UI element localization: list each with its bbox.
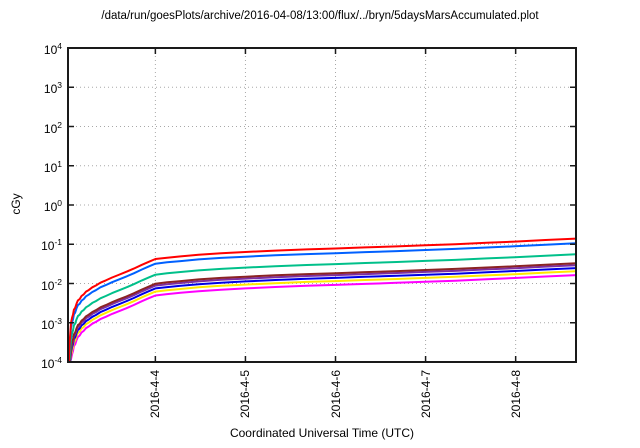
x-tick-label-2016-4-8: 2016-4-8 — [508, 369, 523, 419]
series-line-purple — [67, 264, 577, 362]
x-axis-label: Coordinated Universal Time (UTC) — [229, 426, 415, 440]
series-line-red — [67, 237, 577, 362]
y-tick-label-1e1: 101 — [43, 158, 62, 175]
y-tick-label-1e3: 103 — [43, 80, 62, 97]
x-tick-label-2016-4-6: 2016-4-6 — [328, 369, 343, 419]
chart-title: /data/run/goesPlots/archive/2016-04-08/1… — [101, 10, 539, 22]
x-tick-label-2016-4-4: 2016-4-4 — [148, 369, 163, 419]
y-tick-label-1e-3: 10-3 — [41, 315, 62, 332]
series-line-blue — [67, 242, 577, 362]
y-tick-label-1e2: 102 — [43, 119, 62, 136]
y-tick-label-1e-4: 10-4 — [41, 355, 62, 371]
x-tick-label-2016-4-7: 2016-4-7 — [418, 369, 433, 419]
series-line-yellow — [67, 270, 577, 362]
series-line-dark-red — [67, 262, 577, 362]
series-line-magenta — [67, 274, 577, 362]
series-line-green — [67, 253, 577, 362]
y-tick-label-1e-1: 10-1 — [41, 237, 62, 254]
y-tick-label-1e0: 100 — [43, 198, 62, 214]
y-tick-label-1e-2: 10-2 — [41, 276, 62, 293]
y-tick-label-1e4: 104 — [43, 41, 62, 57]
x-tick-label-2016-4-5: 2016-4-5 — [238, 369, 253, 419]
series-line-dark-blue — [67, 267, 577, 362]
